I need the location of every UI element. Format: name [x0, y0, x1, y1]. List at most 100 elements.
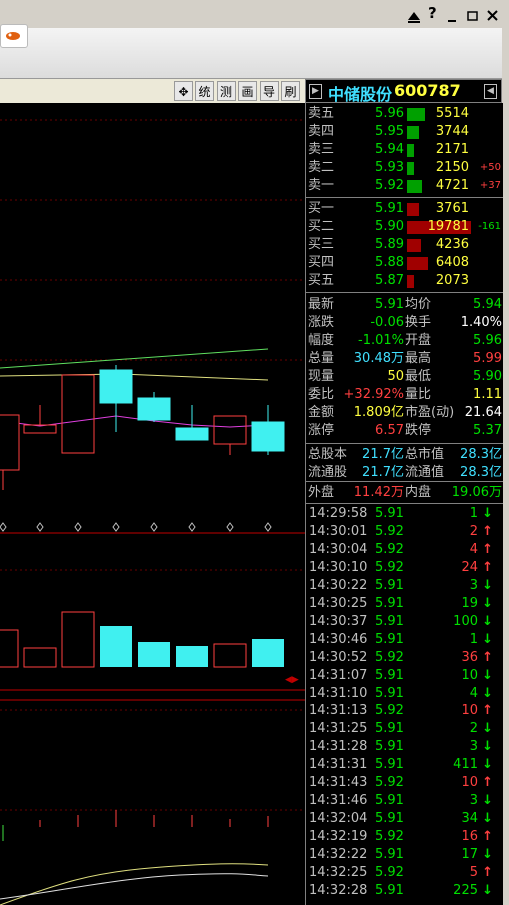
volume-bar: [407, 203, 420, 216]
tick-time: 14:30:37: [309, 613, 368, 629]
scrollbar: [502, 28, 509, 905]
tick-volume: 2: [469, 721, 478, 737]
tick-volume: 1: [469, 631, 478, 647]
close-icon[interactable]: [487, 10, 498, 21]
tick-price: 5.91: [375, 882, 404, 898]
tick-price: 5.91: [375, 721, 404, 737]
tick-time: 14:32:28: [309, 882, 368, 898]
book-price: 5.89: [375, 237, 404, 252]
capital-label: 流通股: [308, 465, 348, 480]
book-label: 卖五: [308, 106, 335, 121]
tick-price: 5.92: [375, 523, 404, 539]
minimize-all-icon[interactable]: [408, 12, 420, 20]
book-volume: 2073: [435, 273, 469, 288]
stat-label: 均价: [405, 297, 432, 312]
capital-label: 总市值: [405, 447, 445, 462]
tick-time: 14:31:46: [309, 793, 368, 809]
tick-price: 5.92: [375, 649, 404, 665]
tick-volume: 4: [469, 685, 478, 701]
tick-price: 5.91: [375, 811, 404, 827]
tick-arrow: ↑: [482, 559, 493, 575]
prev-button[interactable]: ◀: [484, 84, 497, 99]
flow-label: 外盘: [308, 485, 335, 500]
quote-panel: 卖五 5.96 5514 卖四 5.95 3744 卖三 5.94 2171 卖二 5.93 2150…: [305, 103, 503, 905]
restore-icon[interactable]: [467, 11, 478, 21]
crosshair-button[interactable]: ✥: [174, 81, 193, 101]
stat-label: 总量: [308, 351, 335, 366]
tick-arrow: ↓: [482, 739, 493, 755]
tick-volume: 34: [461, 811, 478, 827]
capital-label: 流通值: [405, 465, 445, 480]
stat-label: 涨跌: [308, 315, 335, 330]
book-price: 5.91: [375, 201, 404, 216]
toolbar-button[interactable]: 统: [195, 81, 214, 101]
tick-price: 5.91: [375, 631, 404, 647]
tick-time: 14:31:43: [309, 775, 368, 791]
volume-bar: [407, 162, 414, 175]
stat-label: 跌停: [405, 423, 432, 438]
tick-arrow: ↓: [482, 595, 493, 611]
book-volume: 4721: [435, 178, 469, 193]
stat-label: 最高: [405, 351, 432, 366]
book-price: 5.94: [375, 142, 404, 157]
tick-time: 14:30:22: [309, 577, 368, 593]
title-bar: [0, 0, 509, 28]
tick-time: 14:31:07: [309, 667, 368, 683]
stat-value: 50: [387, 369, 404, 384]
help-button[interactable]: ?: [428, 4, 437, 22]
tick-price: 5.91: [375, 667, 404, 683]
tick-arrow: ↓: [482, 882, 493, 898]
tick-price: 5.92: [375, 703, 404, 719]
toolbar-button[interactable]: 刷: [281, 81, 300, 101]
app-icon[interactable]: [0, 24, 28, 48]
volume-bar: [407, 257, 428, 270]
tick-time: 14:30:01: [309, 523, 368, 539]
book-volume: 5514: [435, 106, 469, 121]
stat-value: 21.64: [464, 405, 502, 420]
tick-volume: 10: [461, 775, 478, 791]
stat-label: 最新: [308, 297, 335, 312]
tick-arrow: ↓: [482, 631, 493, 647]
tick-arrow: ↓: [482, 667, 493, 683]
kline-chart: ◀▶: [0, 119, 305, 905]
stat-value: 5.99: [473, 351, 502, 366]
stat-value: 5.37: [473, 423, 502, 438]
tick-volume: 10: [461, 667, 478, 683]
toolbar-button[interactable]: 测: [216, 81, 236, 101]
tick-arrow: ↑: [482, 523, 493, 539]
tick-price: 5.92: [375, 829, 404, 845]
book-label: 买三: [308, 237, 335, 252]
toolbar-button[interactable]: 导: [259, 81, 279, 101]
tick-arrow: ↑: [482, 649, 493, 665]
book-volume: 4236: [435, 237, 469, 252]
stat-label: 涨停: [308, 423, 335, 438]
tick-arrow: ↑: [482, 541, 493, 557]
stat-label: 换手: [405, 315, 432, 330]
tick-time: 14:32:04: [309, 811, 368, 827]
tick-time: 14:30:46: [309, 631, 368, 647]
toolbar-button[interactable]: 画: [238, 81, 257, 101]
capital-value: 21.7亿: [362, 447, 404, 462]
stat-label: 现量: [308, 369, 335, 384]
tick-time: 14:32:22: [309, 847, 368, 863]
tick-price: 5.91: [375, 577, 404, 593]
stat-value: 5.90: [473, 369, 502, 384]
tick-volume: 36: [461, 649, 478, 665]
tick-time: 14:32:19: [309, 829, 368, 845]
stat-label: 量比: [405, 387, 432, 402]
volume-bar: [407, 221, 471, 234]
tick-arrow: ↓: [482, 577, 493, 593]
tick-price: 5.92: [375, 865, 404, 880]
stat-label: 金额: [308, 405, 335, 420]
book-label: 卖四: [308, 124, 335, 139]
book-label: 卖三: [308, 142, 335, 157]
book-volume: 2150: [435, 160, 469, 175]
tick-volume: 4: [469, 541, 478, 557]
volume-bar: [407, 275, 414, 288]
tick-time: 14:30:10: [309, 559, 368, 575]
tick-time: 14:30:52: [309, 649, 368, 665]
book-price: 5.88: [375, 255, 404, 270]
tick-volume: 24: [461, 559, 478, 575]
tick-price: 5.91: [375, 739, 404, 755]
